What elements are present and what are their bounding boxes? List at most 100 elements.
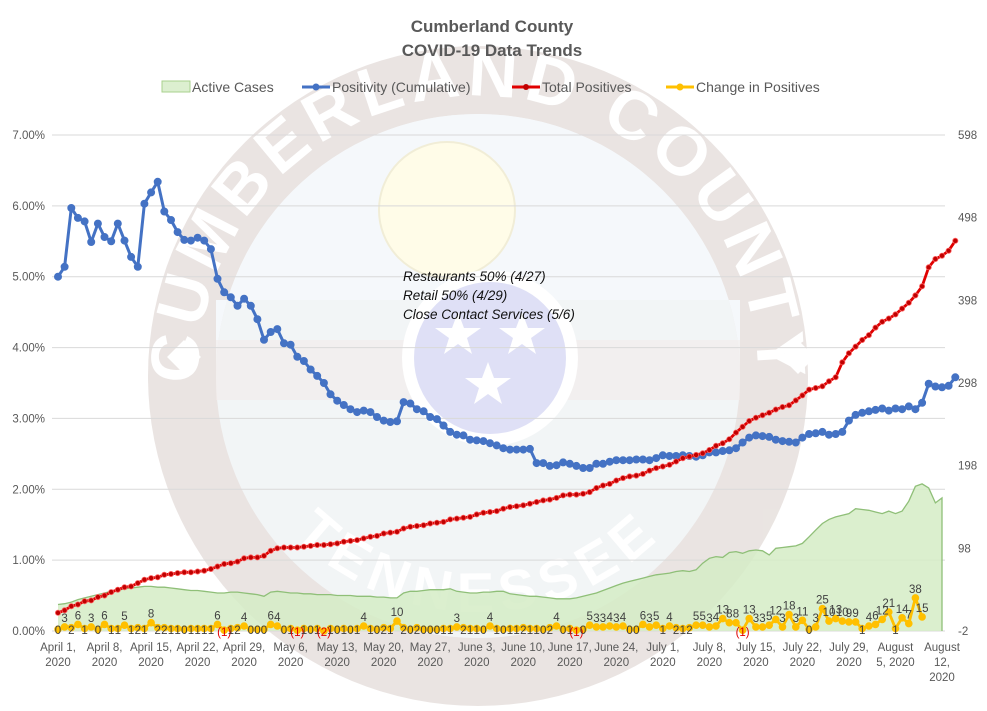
positivity-point[interactable] bbox=[253, 315, 262, 324]
total-positives-point[interactable] bbox=[300, 543, 307, 550]
positivity-point[interactable] bbox=[539, 459, 548, 468]
change-in-positives-point[interactable] bbox=[911, 594, 920, 602]
positivity-point[interactable] bbox=[525, 444, 534, 453]
positivity-point[interactable] bbox=[333, 396, 342, 405]
total-positives-point[interactable] bbox=[181, 569, 188, 576]
change-in-positives-point[interactable] bbox=[619, 622, 627, 630]
positivity-point[interactable] bbox=[825, 430, 834, 439]
total-positives-point[interactable] bbox=[613, 477, 620, 484]
positivity-point[interactable] bbox=[353, 408, 362, 417]
total-positives-point[interactable] bbox=[55, 609, 62, 616]
total-positives-point[interactable] bbox=[600, 482, 607, 489]
total-positives-point[interactable] bbox=[626, 473, 633, 480]
positivity-point[interactable] bbox=[738, 438, 747, 447]
total-positives-point[interactable] bbox=[666, 461, 673, 468]
positivity-point[interactable] bbox=[366, 408, 375, 417]
total-positives-point[interactable] bbox=[74, 601, 81, 608]
change-in-positives-point[interactable] bbox=[904, 619, 913, 628]
positivity-point[interactable] bbox=[379, 416, 388, 425]
change-in-positives-point[interactable] bbox=[260, 625, 268, 634]
total-positives-point[interactable] bbox=[799, 392, 806, 399]
change-in-positives-point[interactable] bbox=[891, 624, 900, 633]
total-positives-point[interactable] bbox=[380, 530, 387, 537]
total-positives-point[interactable] bbox=[440, 518, 447, 525]
total-positives-point[interactable] bbox=[221, 561, 228, 568]
positivity-point[interactable] bbox=[186, 236, 195, 245]
positivity-point[interactable] bbox=[120, 236, 129, 245]
total-positives-point[interactable] bbox=[806, 386, 813, 393]
total-positives-point[interactable] bbox=[467, 513, 474, 520]
change-in-positives-point[interactable] bbox=[918, 613, 926, 621]
positivity-point[interactable] bbox=[871, 405, 880, 414]
total-positives-point[interactable] bbox=[905, 299, 912, 306]
total-positives-point[interactable] bbox=[739, 423, 746, 430]
total-positives-point[interactable] bbox=[872, 324, 879, 331]
total-positives-point[interactable] bbox=[852, 343, 859, 350]
total-positives-point[interactable] bbox=[68, 603, 75, 610]
positivity-point[interactable] bbox=[911, 405, 920, 414]
positivity-point[interactable] bbox=[898, 405, 907, 414]
positivity-point[interactable] bbox=[359, 406, 368, 415]
total-positives-point[interactable] bbox=[779, 403, 786, 410]
change-in-positives-point[interactable] bbox=[718, 614, 727, 623]
positivity-point[interactable] bbox=[213, 274, 222, 283]
change-in-positives-point[interactable] bbox=[878, 615, 886, 624]
change-in-positives-point[interactable] bbox=[818, 604, 827, 613]
total-positives-point[interactable] bbox=[373, 532, 380, 539]
positivity-point[interactable] bbox=[791, 438, 800, 447]
total-positives-point[interactable] bbox=[540, 497, 547, 504]
positivity-point[interactable] bbox=[572, 461, 581, 470]
change-in-positives-point[interactable] bbox=[805, 625, 813, 634]
change-in-positives-point[interactable] bbox=[240, 622, 248, 630]
positivity-point[interactable] bbox=[107, 237, 116, 246]
change-in-positives-point[interactable] bbox=[658, 624, 667, 633]
total-positives-point[interactable] bbox=[493, 508, 500, 515]
total-positives-point[interactable] bbox=[746, 417, 753, 424]
total-positives-point[interactable] bbox=[486, 508, 493, 515]
positivity-point[interactable] bbox=[645, 456, 654, 465]
positivity-point[interactable] bbox=[765, 432, 774, 441]
change-in-positives-point[interactable] bbox=[858, 624, 866, 633]
total-positives-point[interactable] bbox=[227, 560, 234, 567]
total-positives-point[interactable] bbox=[513, 503, 520, 510]
total-positives-point[interactable] bbox=[673, 458, 680, 465]
positivity-point[interactable] bbox=[299, 356, 308, 365]
total-positives-point[interactable] bbox=[865, 332, 872, 339]
total-positives-point[interactable] bbox=[327, 541, 334, 548]
total-positives-point[interactable] bbox=[606, 480, 613, 487]
total-positives-point[interactable] bbox=[94, 594, 101, 601]
positivity-point[interactable] bbox=[625, 456, 634, 465]
total-positives-point[interactable] bbox=[354, 537, 361, 544]
positivity-point[interactable] bbox=[599, 459, 608, 468]
total-positives-point[interactable] bbox=[639, 470, 646, 477]
total-positives-point[interactable] bbox=[340, 538, 347, 545]
positivity-point[interactable] bbox=[266, 327, 275, 336]
positivity-point[interactable] bbox=[485, 439, 494, 448]
change-in-positives-point[interactable] bbox=[579, 625, 587, 634]
change-in-positives-point[interactable] bbox=[765, 621, 773, 629]
total-positives-point[interactable] bbox=[832, 374, 839, 381]
total-positives-point[interactable] bbox=[447, 516, 454, 523]
total-positives-point[interactable] bbox=[274, 545, 281, 552]
change-in-positives-point[interactable] bbox=[486, 622, 494, 630]
legend-item-total-positives[interactable]: Total Positives bbox=[512, 79, 631, 95]
total-positives-point[interactable] bbox=[892, 311, 899, 318]
change-in-positives-point[interactable] bbox=[798, 616, 807, 625]
positivity-point[interactable] bbox=[751, 431, 760, 440]
positivity-point[interactable] bbox=[499, 444, 508, 453]
positivity-point[interactable] bbox=[725, 446, 734, 455]
total-positives-point[interactable] bbox=[566, 491, 573, 498]
total-positives-point[interactable] bbox=[839, 359, 846, 366]
total-positives-point[interactable] bbox=[826, 378, 833, 385]
change-in-positives-point[interactable] bbox=[94, 625, 102, 634]
total-positives-point[interactable] bbox=[287, 544, 294, 551]
total-positives-point[interactable] bbox=[134, 580, 141, 587]
change-in-positives-point[interactable] bbox=[359, 622, 368, 630]
positivity-point[interactable] bbox=[293, 352, 302, 361]
total-positives-point[interactable] bbox=[88, 597, 95, 604]
positivity-point[interactable] bbox=[113, 219, 122, 228]
total-positives-point[interactable] bbox=[560, 492, 567, 499]
change-in-positives-point[interactable] bbox=[74, 620, 82, 629]
positivity-point[interactable] bbox=[399, 398, 408, 407]
total-positives-point[interactable] bbox=[932, 255, 939, 262]
